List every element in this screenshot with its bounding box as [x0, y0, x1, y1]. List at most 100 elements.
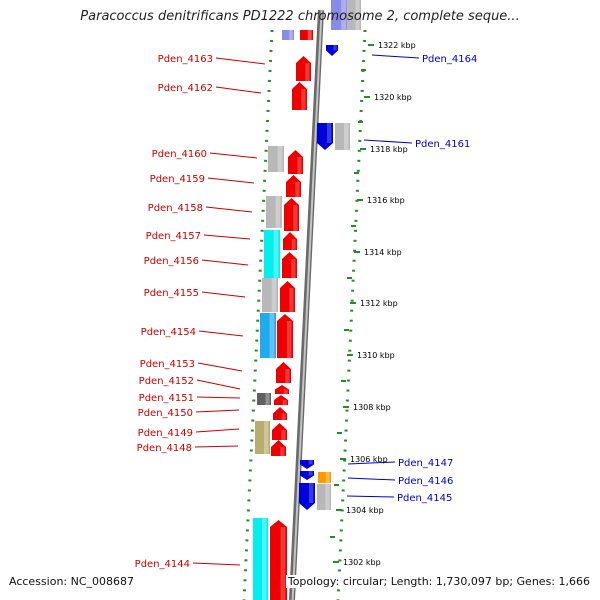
gene-label: Pden_4155 — [144, 288, 199, 299]
block-shading — [275, 196, 281, 228]
gene-label: Pden_4149 — [138, 428, 193, 439]
scale-tick-label: 1306 kbp — [350, 455, 388, 464]
leader-line — [198, 330, 244, 337]
leader-line — [371, 54, 420, 59]
feature-block — [255, 421, 270, 454]
forward-gene-arrow — [274, 395, 288, 405]
gene-label: Pden_4164 — [422, 54, 477, 65]
forward-gene-arrow — [277, 314, 293, 358]
forward-gene-arrow — [270, 520, 287, 600]
gene-label: Pden_4154 — [141, 327, 196, 338]
feature-block — [335, 123, 350, 150]
gene-label: Pden_4157 — [146, 231, 201, 242]
forward-gene-arrow — [272, 423, 287, 440]
feature-block — [347, 0, 361, 30]
gene-label: Pden_4160 — [152, 149, 207, 160]
forward-gene-arrow — [273, 407, 287, 420]
scale-tick-label: 1314 kbp — [364, 248, 402, 257]
forward-gene-arrow — [292, 82, 307, 110]
arrow-shading — [281, 413, 286, 420]
arrow-shading — [308, 471, 313, 476]
feature-block — [257, 393, 271, 405]
leader-line — [207, 177, 255, 184]
gene-label: Pden_4161 — [415, 139, 470, 150]
feature-block — [331, 0, 348, 30]
scale-tick-label: 1316 kbp — [367, 196, 405, 205]
leader-line — [205, 206, 253, 213]
gene-label: Pden_4156 — [144, 256, 199, 267]
arrow-shading — [289, 288, 294, 312]
leader-line — [346, 495, 395, 498]
arrow-shading — [305, 63, 310, 81]
forward-gene-arrow — [288, 150, 303, 174]
gene-label: Pden_4150 — [138, 408, 193, 419]
block-shading — [277, 146, 283, 172]
forward-gene-arrow — [276, 362, 291, 383]
reverse-gene-arrow — [299, 483, 315, 510]
reverse-gene-arrow — [300, 460, 314, 469]
leader-line — [347, 477, 396, 481]
scale-tick-label: 1312 kbp — [360, 299, 398, 308]
forward-gene-arrow — [286, 175, 301, 197]
leader-line — [215, 57, 266, 65]
gene-label: Pden_4159 — [150, 174, 205, 185]
feature-block — [264, 230, 280, 278]
gene-label: Pden_4152 — [139, 376, 194, 387]
block-shading — [307, 30, 312, 40]
leader-line — [203, 234, 251, 240]
arrow-shading — [297, 157, 302, 174]
leader-line — [197, 362, 243, 372]
leader-line — [196, 379, 241, 390]
arrow-shading — [280, 527, 286, 600]
arrow-shading — [295, 182, 300, 197]
map-title: Paracoccus denitrificans PD1222 chromoso… — [80, 9, 520, 24]
forward-gene-arrow — [283, 232, 297, 250]
reverse-gene-arrow — [317, 123, 333, 150]
block-shading — [325, 472, 330, 483]
arrow-shading — [333, 45, 337, 51]
feature-block — [317, 484, 331, 510]
block-shading — [269, 313, 275, 358]
block-shading — [344, 123, 349, 150]
gene-label: Pden_4148 — [137, 443, 192, 454]
leader-line — [363, 139, 413, 144]
block-shading — [325, 484, 330, 510]
topology-text: Topology: circular; Length: 1,730,097 bp… — [285, 575, 590, 588]
arrow-shading — [286, 321, 292, 358]
gene-label: Pden_4144 — [135, 559, 190, 570]
leader-line — [195, 409, 240, 413]
block-shading — [262, 518, 267, 600]
forward-gene-arrow — [275, 385, 289, 394]
leader-line — [192, 562, 241, 566]
gene-label: Pden_4158 — [148, 203, 203, 214]
forward-gene-arrow — [271, 440, 286, 456]
leader-line — [196, 396, 241, 399]
leader-line — [194, 445, 239, 448]
arrow-shading — [280, 447, 285, 456]
leader-line — [209, 152, 258, 159]
leader-line — [195, 428, 240, 433]
scale-ticks: 1322 kbp 1320 kbp 1318 kbp 1316 kbp 1314 kbp… — [330, 41, 416, 567]
arrow-shading — [281, 430, 286, 440]
forward-gene-arrow — [296, 56, 311, 81]
arrow-shading — [285, 369, 290, 383]
arrow-shading — [283, 389, 288, 394]
scale-tick-label: 1322 kbp — [378, 41, 416, 50]
forward-gene-arrow — [282, 252, 297, 278]
gene-label: Pden_4145 — [397, 493, 452, 504]
feature-track — [253, 0, 361, 600]
reverse-gene-arrow — [300, 471, 314, 480]
forward-gene-arrow — [280, 281, 295, 312]
gene-labels: Pden_4163 Pden_4162 Pden_4160 Pden_4159 Pden… — [135, 54, 478, 570]
dna-backbone — [289, 9, 324, 600]
gene-label: Pden_4163 — [158, 54, 213, 65]
gene-label: Pden_4151 — [139, 393, 194, 404]
block-shading — [273, 230, 279, 278]
accession-text: Accession: NC_008687 — [9, 575, 135, 588]
arrow-shading — [291, 239, 296, 250]
forward-gene-arrow — [284, 198, 299, 231]
feature-block — [300, 30, 313, 40]
arrow-shading — [301, 89, 306, 110]
leader-line — [347, 461, 396, 465]
